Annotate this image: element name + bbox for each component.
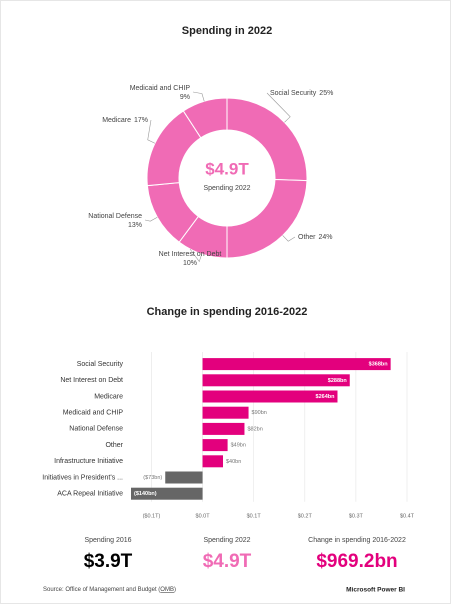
donut-center-value: $4.9T [205,159,249,178]
bar [202,390,338,403]
donut-title: Spending in 2022 [182,25,272,37]
donut-slice [182,97,228,139]
donut-label: Other 24% [298,234,333,241]
data-label: $82bn [247,426,262,432]
donut-value-label: 13% [128,222,142,229]
leader-line [282,235,296,242]
kpi-label: Change in spending 2016-2022 [308,537,406,544]
leader-line [147,119,156,144]
bar [202,439,228,452]
donut-value-label: 25% [319,90,333,97]
leader-line [189,248,203,263]
leader-line [266,92,291,123]
bar [165,471,203,484]
kpi-value: $4.9T [203,551,252,572]
leader-line [144,216,158,222]
x-tick-label: $0.1T [247,513,262,519]
leader-line [192,91,205,102]
source: Source: Office of Management and Budget … [43,587,176,593]
donut-value-label: 10% [183,260,197,267]
data-label: $288bn [328,378,348,384]
donut-label: Social Security 25% [270,90,333,97]
x-tick-label: ($0.1T) [143,513,161,519]
donut-label: Medicare 17% [102,117,148,124]
x-tick-label: $0.3T [349,513,364,519]
bar-title: Change in spending 2016-2022 [147,306,308,318]
source-link[interactable]: OMB [160,587,174,593]
brand: Microsoft Power BI [346,587,405,594]
y-tick-label: Social Security [77,361,124,368]
donut-category: Other [298,234,316,241]
y-tick-label: ACA Repeal Initiative [57,491,123,498]
y-tick-label: Initiatives in President's ... [42,474,123,481]
data-label: $90bn [252,410,267,416]
y-tick-label: Other [105,442,123,449]
bar [202,358,391,371]
y-tick-label: Infrastructure Initiative [54,458,123,465]
donut-label: Net Interest on Debt [159,251,222,258]
data-label: $264bn [316,394,336,400]
x-tick-label: $0.4T [400,513,415,519]
bar [202,455,223,468]
x-tick-label: $0.0T [196,513,211,519]
kpi-value: $969.2bn [316,551,397,572]
data-label: $40bn [226,459,241,465]
kpi-label: Spending 2022 [203,537,250,544]
donut-value-label: 17% [134,117,148,124]
y-tick-label: Medicare [94,393,123,400]
donut-label: National Defense [88,213,142,220]
y-tick-label: National Defense [69,426,123,433]
kpi-label: Spending 2016 [84,537,131,544]
data-label: ($73bn) [143,475,162,481]
data-label: ($140bn) [134,491,157,497]
donut-center-label: Spending 2022 [203,185,250,192]
y-tick-label: Net Interest on Debt [60,377,123,384]
bar [202,406,249,419]
donut-category: Medicare [102,117,131,124]
data-label: $49bn [231,443,246,449]
donut-value-label: 9% [180,94,190,101]
y-tick-label: Medicaid and CHIP [63,410,124,417]
donut-category: Social Security [270,90,317,97]
data-label: $368bn [369,362,389,368]
x-tick-label: $0.2T [298,513,313,519]
bar [131,487,203,500]
bar [202,374,350,387]
kpi-value: $3.9T [84,551,133,572]
bar [202,422,245,435]
donut-label: Medicaid and CHIP [130,85,191,92]
donut-value-label: 24% [319,234,333,241]
